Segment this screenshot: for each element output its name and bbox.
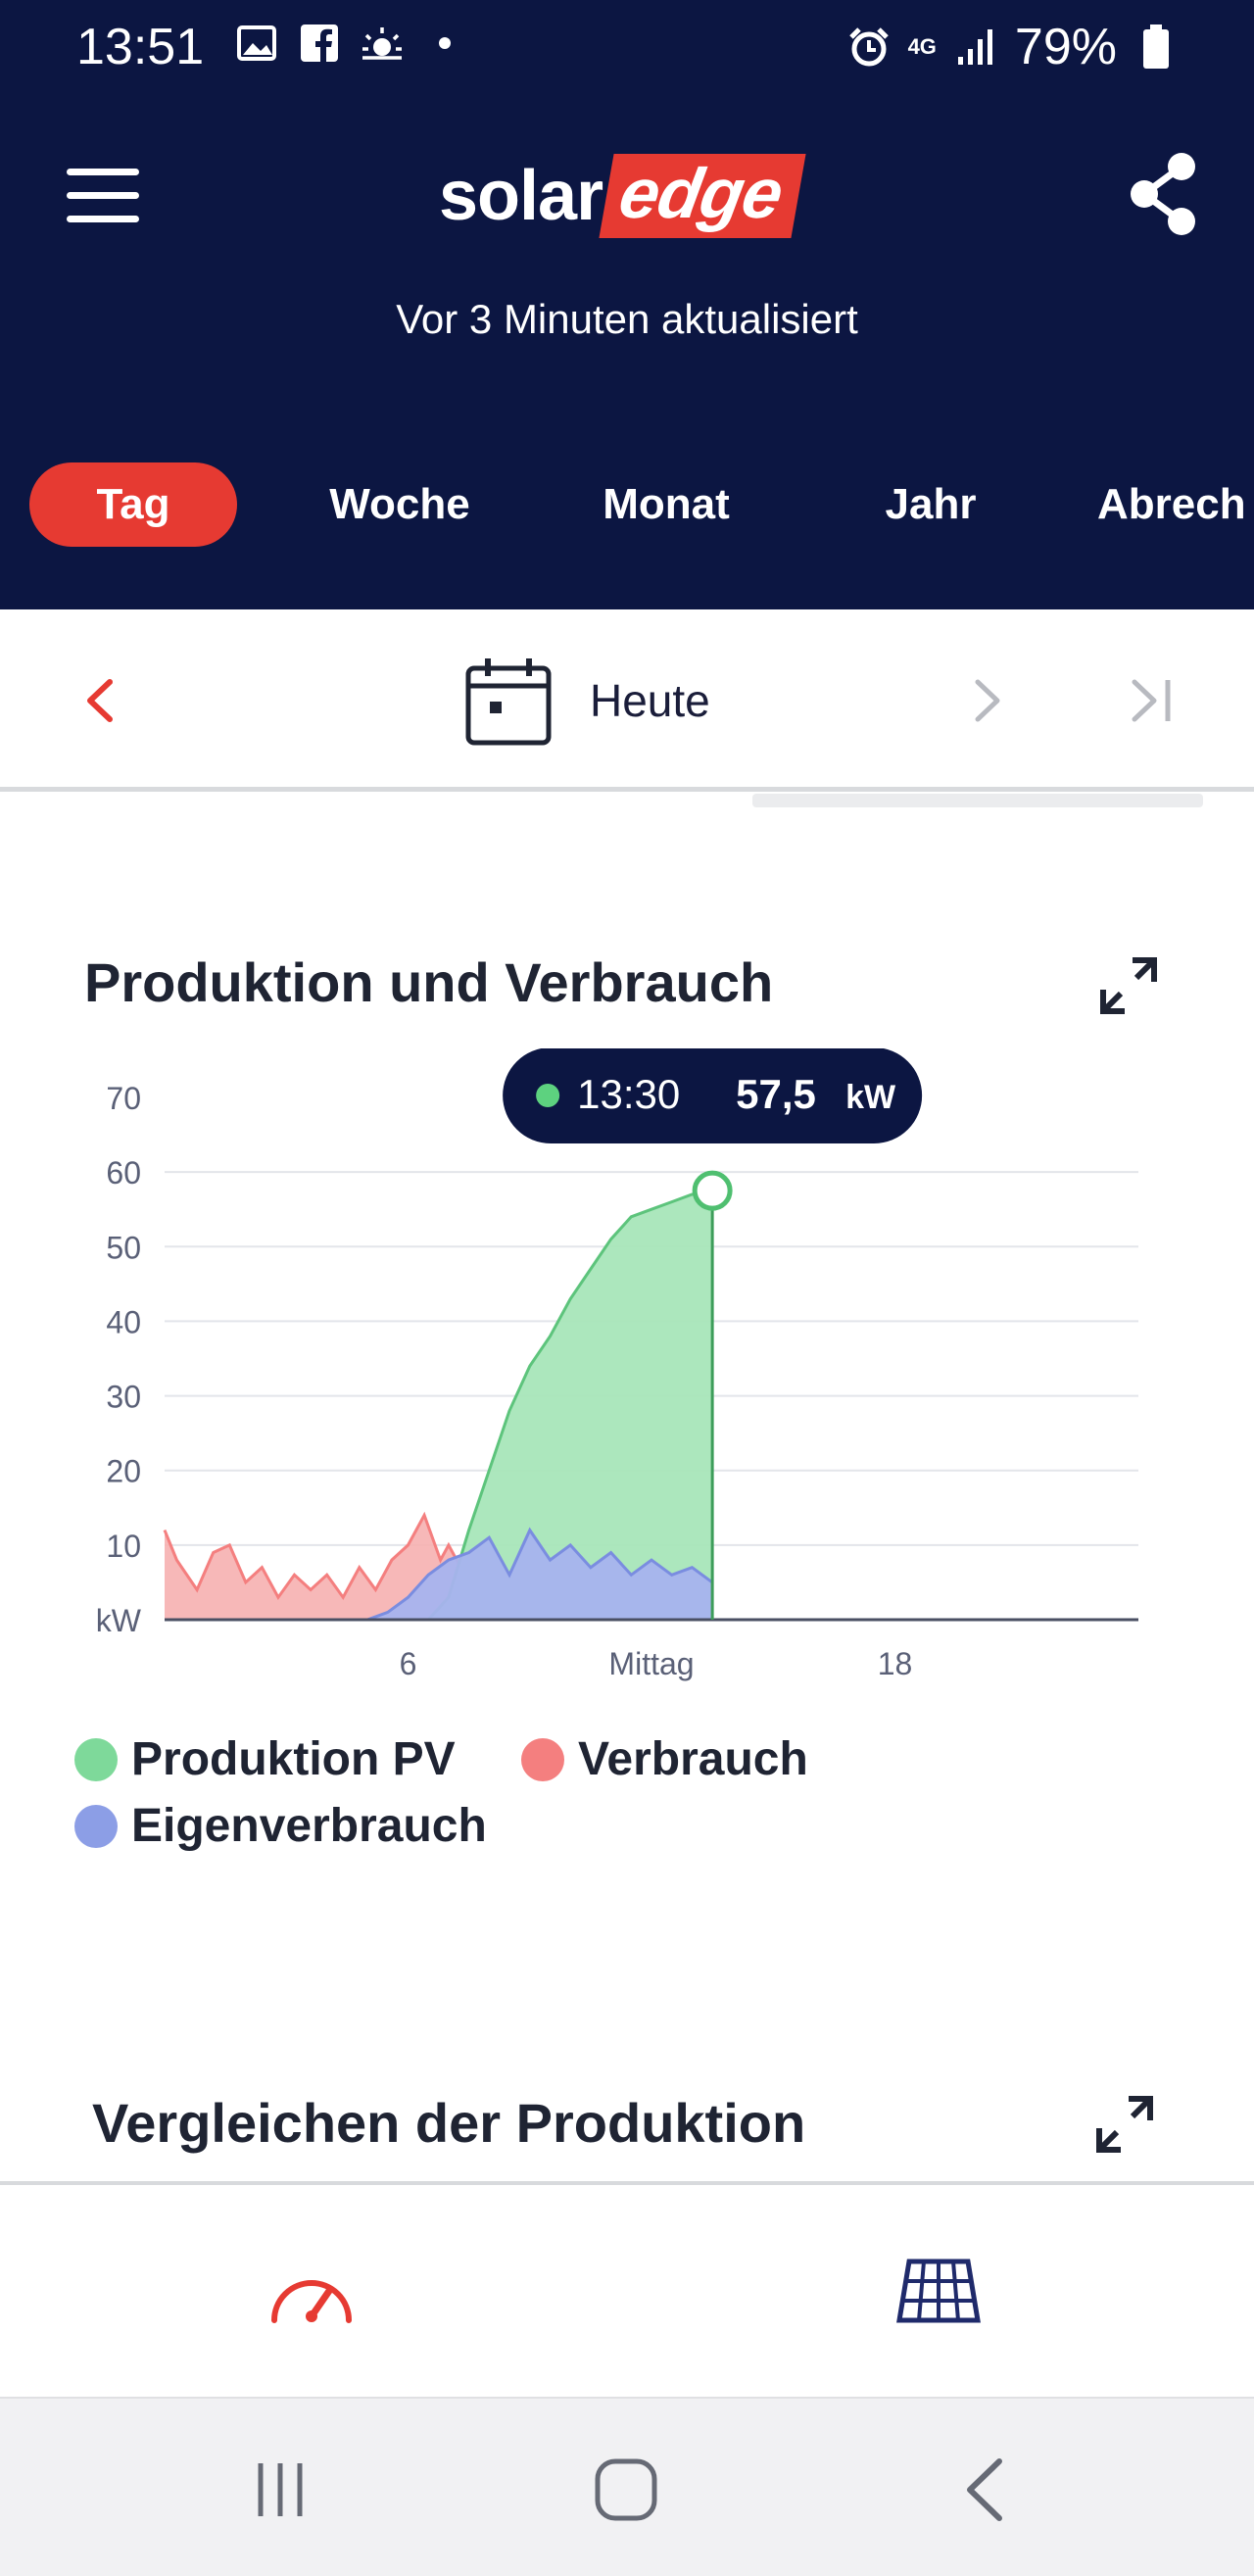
tab-monat[interactable]: Monat — [603, 480, 730, 528]
legend-dot-production — [74, 1737, 118, 1781]
calendar-icon[interactable] — [464, 656, 553, 747]
last-updated-text: Vor 3 Minuten aktualisiert — [396, 296, 858, 342]
solaredge-logo: solar edge — [439, 147, 806, 245]
y-tick-label: 70 — [106, 1081, 141, 1116]
legend-item-production[interactable]: Produktion PV — [74, 1732, 456, 1786]
tab-woche[interactable]: Woche — [329, 480, 470, 528]
network-label: 4G — [907, 34, 937, 59]
logo-solar-text: solar — [439, 157, 603, 235]
legend-label-consumption: Verbrauch — [578, 1733, 808, 1785]
date-navigator: Heute — [0, 609, 1254, 792]
y-tick-label: 30 — [106, 1380, 141, 1415]
x-tick-label: 6 — [400, 1646, 417, 1681]
production-chart-title: Produktion und Verbrauch — [84, 951, 774, 1013]
dot-icon — [423, 22, 466, 65]
bottom-navigation — [0, 2181, 1254, 2397]
menu-icon[interactable] — [67, 167, 141, 225]
legend-item-self-consumption[interactable]: Eigenverbrauch — [74, 1799, 487, 1853]
y-tick-label: kW — [96, 1603, 142, 1638]
status-icons-left — [235, 22, 466, 65]
status-time: 13:51 — [76, 19, 205, 75]
signal-icon — [954, 25, 997, 69]
share-icon[interactable] — [1125, 151, 1203, 239]
battery-icon — [1134, 24, 1178, 69]
legend-item-consumption[interactable]: Verbrauch — [521, 1732, 808, 1786]
dashboard-icon[interactable] — [265, 2252, 359, 2330]
tooltip-dot — [536, 1084, 560, 1107]
series-line-verbrauch — [163, 1511, 462, 1601]
layout-icon[interactable] — [892, 2252, 986, 2330]
battery-percent: 79% — [1014, 19, 1117, 75]
series-area-verbrauch — [165, 1515, 461, 1620]
skip-to-end-icon[interactable] — [1129, 676, 1178, 725]
y-tick-label: 40 — [106, 1304, 141, 1339]
home-icon[interactable] — [588, 2455, 666, 2524]
status-bar: 13:51 4G 79% — [0, 0, 1254, 90]
legend-label-self-consumption: Eigenverbrauch — [131, 1800, 487, 1852]
y-tick-label: 20 — [106, 1454, 141, 1489]
tooltip-marker — [692, 1170, 733, 1211]
system-navigation-bar — [0, 2397, 1254, 2576]
tooltip-time: 13:30 — [577, 1071, 680, 1117]
recent-apps-icon[interactable] — [241, 2455, 319, 2524]
legend-label-production: Produktion PV — [131, 1733, 456, 1785]
alarm-icon — [847, 25, 891, 69]
x-tick-label: 18 — [878, 1646, 913, 1681]
y-tick-label: 50 — [106, 1230, 141, 1265]
y-tick-label: 60 — [106, 1155, 141, 1191]
series-line-eigenverbrauch — [165, 1527, 713, 1622]
production-chart-svg: 70 60 50 40 30 20 10 kW 6 Mittag 18 13:30 57,5 kW — [96, 1048, 1138, 1681]
legend-dot-self-consumption — [74, 1804, 118, 1848]
tab-abrechnung[interactable]: Abrech — [1097, 480, 1246, 528]
facebook-icon — [298, 22, 341, 65]
chevron-left-icon[interactable] — [80, 676, 120, 725]
production-chart[interactable]: 70 60 50 40 30 20 10 kW 6 Mittag 18 13:30 57,5 kW — [59, 1048, 1156, 1695]
tooltip-unit: kW — [845, 1079, 896, 1116]
tooltip-value: 57,5 — [736, 1071, 816, 1117]
logo-edge-text: edge — [599, 154, 806, 238]
tab-jahr[interactable]: Jahr — [885, 480, 977, 528]
legend-dot-consumption — [521, 1737, 564, 1781]
series-area-produktion — [165, 1191, 713, 1620]
app-header: solar edge Vor 3 Minuten aktualisiert Ta… — [0, 90, 1254, 609]
expand-icon[interactable] — [1097, 954, 1160, 1017]
back-icon[interactable] — [948, 2455, 1027, 2524]
scroll-indicator — [752, 794, 1203, 807]
compare-chart-title: Vergleichen der Produktion — [92, 2092, 806, 2154]
y-tick-label: 10 — [106, 1529, 141, 1564]
status-icons-right: 4G 79% — [847, 18, 1178, 76]
gallery-icon — [235, 22, 278, 65]
tab-tag[interactable]: Tag — [29, 462, 237, 547]
weather-icon — [361, 22, 404, 65]
expand-compare-icon[interactable] — [1093, 2093, 1156, 2156]
period-tabs: Tag Woche Monat Jahr Abrech — [0, 462, 1254, 547]
x-tick-label: Mittag — [608, 1646, 694, 1681]
tooltip-bubble — [503, 1048, 923, 1143]
date-label: Heute — [590, 675, 710, 726]
chevron-right-icon[interactable] — [968, 676, 1007, 725]
